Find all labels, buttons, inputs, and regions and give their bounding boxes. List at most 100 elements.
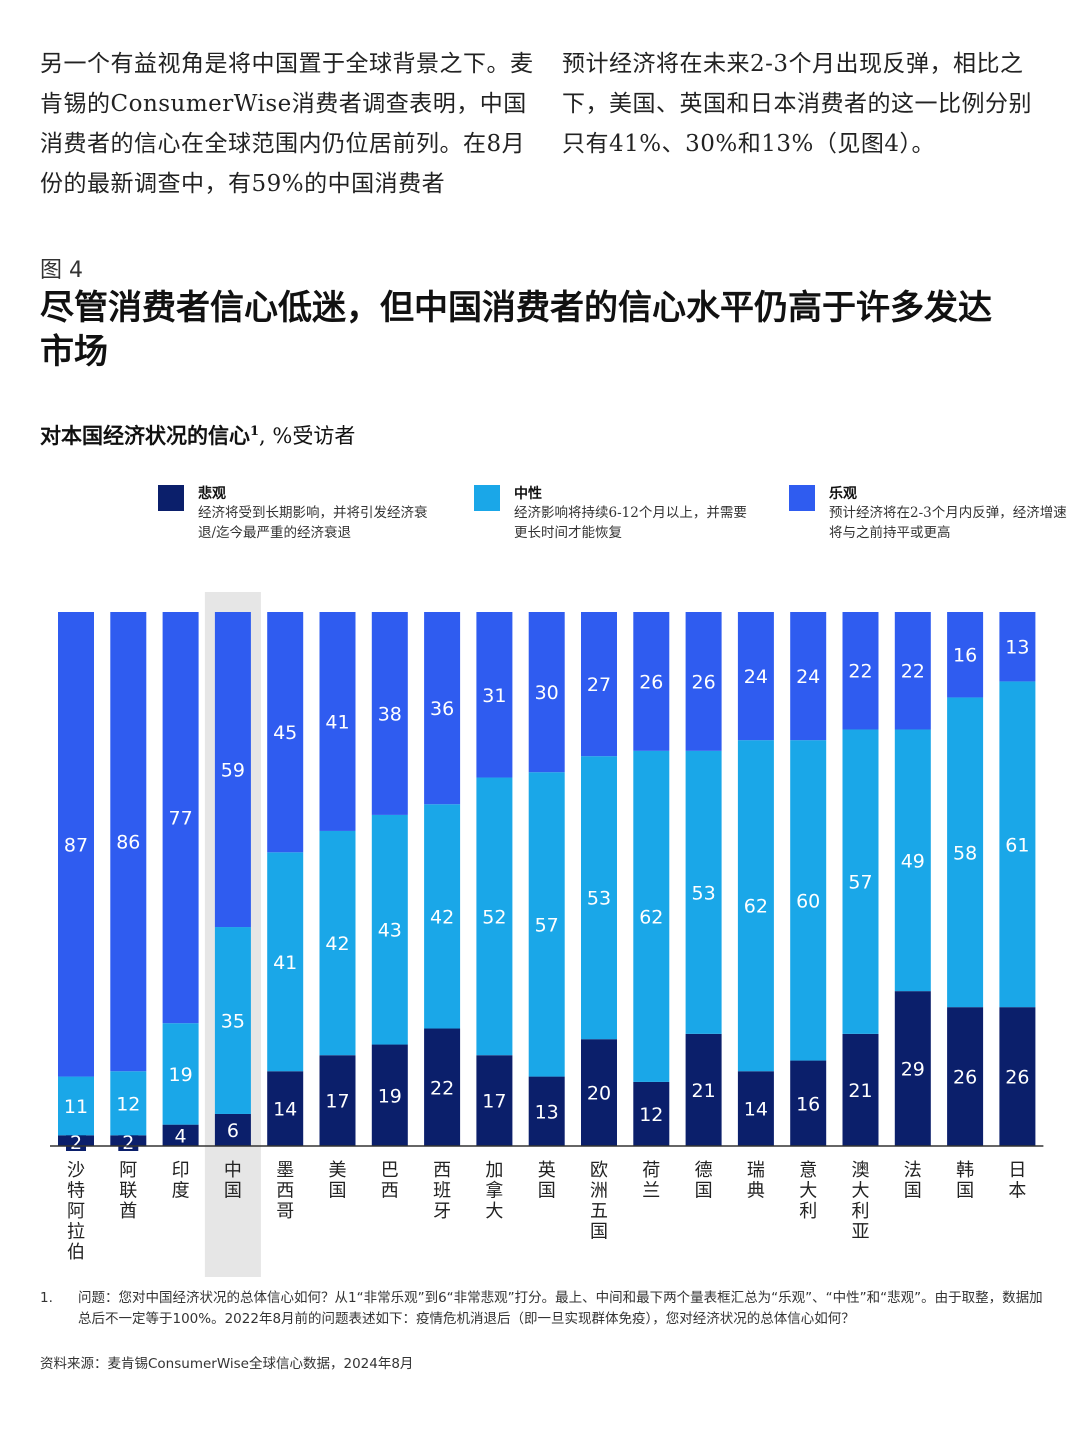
footnote-number: 1. — [40, 1290, 53, 1306]
category-label-瑞典: 瑞典 — [747, 1160, 765, 1202]
bar-segment-中性-加拿大 — [476, 777, 513, 1056]
data-label-悲观-澳大利亚: 21 — [848, 1080, 872, 1102]
bar-segment-悲观-德国 — [685, 1033, 722, 1146]
bar-segment-中性-日本 — [999, 681, 1036, 1008]
bar-segment-悲观-英国 — [528, 1076, 565, 1146]
bar-segment-悲观-法国 — [894, 991, 931, 1146]
bar-segment-中性-瑞典 — [737, 740, 774, 1072]
bar-segment-悲观-西班牙 — [424, 1028, 461, 1146]
category-label-印度: 印度 — [172, 1160, 190, 1202]
data-label-中性-德国: 53 — [692, 882, 716, 904]
data-label-悲观-西班牙: 22 — [430, 1077, 454, 1099]
data-label-中性-英国: 57 — [535, 914, 559, 936]
legend-swatch-optimistic — [789, 485, 815, 511]
data-label-中性-荷兰: 62 — [639, 906, 663, 928]
footnote: 1. 问题：您对中国经济状况的总体信心如何？从1“非常乐观”到6“非常悲观”打分… — [40, 1288, 1050, 1330]
legend-swatch-neutral — [474, 485, 500, 511]
bar-segment-乐观-中国 — [214, 612, 251, 928]
data-label-乐观-法国: 22 — [901, 661, 925, 683]
bar-segment-乐观-日本 — [999, 612, 1036, 682]
data-label-悲观-沙特阿拉伯: 2 — [70, 1132, 82, 1154]
bar-segment-乐观-法国 — [894, 612, 931, 730]
legend-label-optimistic: 乐观 — [829, 486, 857, 502]
data-label-中性-澳大利亚: 57 — [848, 872, 872, 894]
bar-segment-悲观-美国 — [319, 1055, 356, 1146]
bar-segment-乐观-巴西 — [371, 612, 408, 815]
data-label-中性-意大利: 60 — [796, 890, 820, 912]
category-label-法国: 法国 — [904, 1160, 922, 1202]
bar-segment-乐观-韩国 — [947, 612, 984, 698]
source-note: 资料来源：麦肯锡ConsumerWise全球信心数据，2024年8月 — [40, 1356, 414, 1372]
bar-segment-悲观-日本 — [999, 1007, 1036, 1146]
data-label-乐观-西班牙: 36 — [430, 698, 454, 720]
category-label-意大利: 意大利 — [799, 1160, 817, 1222]
bar-segment-乐观-阿联酋 — [110, 612, 147, 1072]
data-label-乐观-沙特阿拉伯: 87 — [64, 834, 88, 856]
category-label-欧洲五国: 欧洲五国 — [590, 1160, 608, 1243]
footnote-text: 问题：您对中国经济状况的总体信心如何？从1“非常乐观”到6“非常悲观”打分。最上… — [78, 1290, 1043, 1327]
data-label-悲观-欧洲五国: 20 — [587, 1083, 611, 1105]
data-label-悲观-巴西: 19 — [378, 1085, 402, 1107]
bar-segment-中性-阿联酋 — [110, 1071, 147, 1136]
bar-segment-乐观-加拿大 — [476, 612, 513, 778]
data-label-乐观-韩国: 16 — [953, 645, 977, 667]
data-label-乐观-加拿大: 31 — [482, 685, 506, 707]
category-label-美国: 美国 — [329, 1160, 347, 1202]
data-label-乐观-阿联酋: 86 — [116, 832, 140, 854]
data-label-悲观-印度: 4 — [175, 1125, 187, 1147]
bar-segment-中性-墨西哥 — [267, 852, 304, 1072]
bar-segment-中性-沙特阿拉伯 — [58, 1076, 94, 1136]
bar-segment-中性-中国 — [214, 927, 251, 1114]
data-label-乐观-巴西: 38 — [378, 703, 402, 725]
data-label-悲观-意大利: 16 — [796, 1093, 820, 1115]
bar-segment-悲观-印度 — [162, 1124, 199, 1146]
data-label-中性-沙特阿拉伯: 11 — [64, 1096, 88, 1118]
legend-label-pessimistic: 悲观 — [198, 486, 226, 502]
data-label-中性-欧洲五国: 53 — [587, 888, 611, 910]
subtitle-footnote-marker: 1 — [250, 424, 260, 439]
bar-segment-悲观-韩国 — [947, 1007, 984, 1146]
intro-paragraph-left: 另一个有益视角是将中国置于全球背景之下。麦肯锡的ConsumerWise消费者调… — [40, 51, 534, 197]
bar-segment-乐观-美国 — [319, 612, 356, 831]
bar-segment-中性-法国 — [894, 729, 931, 992]
data-label-乐观-英国: 30 — [535, 682, 559, 704]
data-label-中性-墨西哥: 41 — [273, 952, 297, 974]
legend-swatch-pessimistic — [158, 485, 184, 511]
data-label-中性-阿联酋: 12 — [116, 1093, 140, 1115]
bar-segment-中性-欧洲五国 — [581, 756, 617, 1040]
data-label-中性-中国: 35 — [221, 1011, 245, 1033]
bar-segment-乐观-瑞典 — [737, 612, 774, 741]
bar-segment-乐观-印度 — [162, 612, 199, 1024]
data-label-乐观-日本: 13 — [1005, 637, 1029, 659]
category-label-韩国: 韩国 — [956, 1160, 974, 1202]
bar-segment-中性-巴西 — [371, 814, 408, 1045]
bar-segment-中性-澳大利亚 — [842, 729, 879, 1034]
data-label-悲观-荷兰: 12 — [639, 1104, 663, 1126]
bar-segment-乐观-沙特阿拉伯 — [58, 612, 94, 1077]
data-label-悲观-墨西哥: 14 — [273, 1099, 297, 1121]
intro-paragraph-right: 预计经济将在未来2-3个月出现反弹，相比之下，美国、英国和日本消费者的这一比例分… — [562, 51, 1032, 157]
data-label-乐观-澳大利亚: 22 — [848, 661, 872, 683]
data-label-中性-韩国: 58 — [953, 842, 977, 864]
bar-segment-乐观-英国 — [528, 612, 565, 773]
data-label-悲观-中国: 6 — [227, 1120, 239, 1142]
data-label-乐观-荷兰: 26 — [639, 671, 663, 693]
bar-segment-中性-意大利 — [790, 740, 827, 1061]
legend-label-neutral: 中性 — [514, 486, 542, 502]
data-label-悲观-韩国: 26 — [953, 1067, 977, 1089]
bar-segment-乐观-欧洲五国 — [581, 612, 617, 757]
data-label-悲观-美国: 17 — [325, 1091, 349, 1113]
bar-segment-悲观-墨西哥 — [267, 1071, 304, 1146]
bar-segment-乐观-西班牙 — [424, 612, 461, 805]
bar-segment-乐观-荷兰 — [633, 612, 670, 751]
data-label-乐观-德国: 26 — [692, 671, 716, 693]
category-label-沙特阿拉伯: 沙特阿拉伯 — [67, 1160, 85, 1263]
data-label-中性-美国: 42 — [325, 933, 349, 955]
category-label-墨西哥: 墨西哥 — [276, 1160, 294, 1222]
category-label-澳大利亚: 澳大利亚 — [852, 1160, 870, 1243]
bar-segment-悲观-意大利 — [790, 1060, 827, 1146]
bar-segment-中性-英国 — [528, 772, 565, 1077]
data-label-乐观-墨西哥: 45 — [273, 722, 297, 744]
data-label-乐观-中国: 59 — [221, 760, 245, 782]
data-label-中性-印度: 19 — [169, 1064, 193, 1086]
